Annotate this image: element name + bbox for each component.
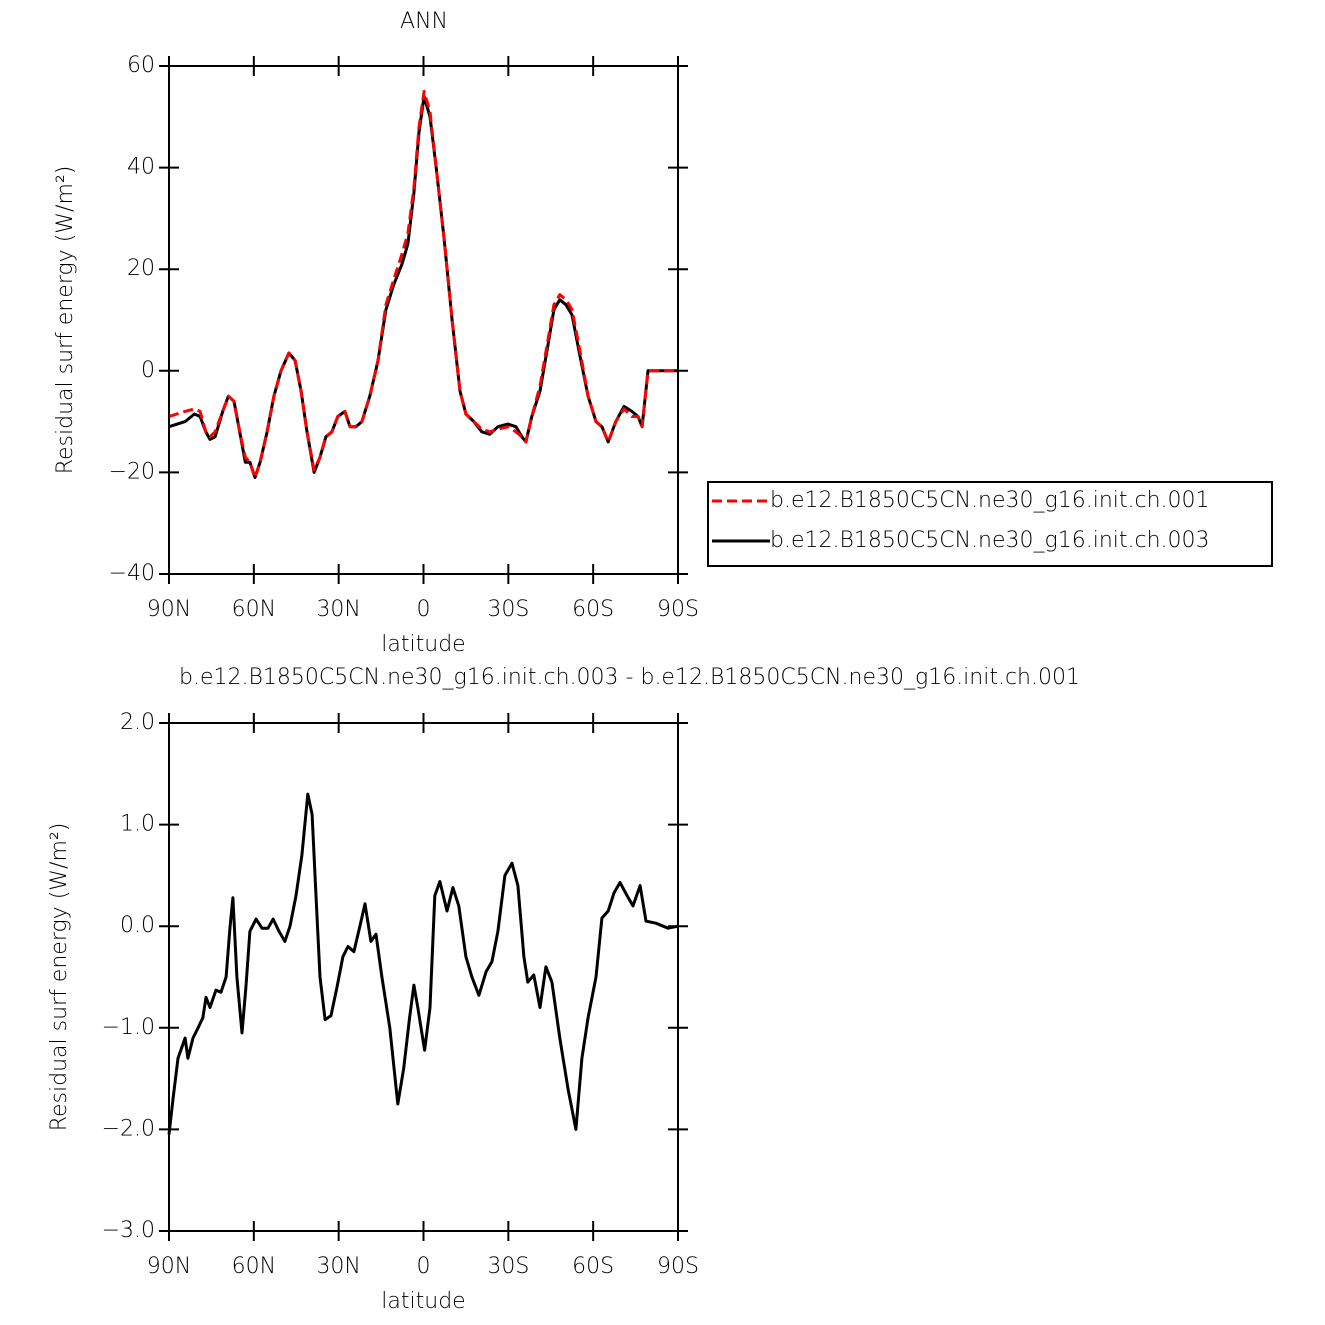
plot-frame [168,722,679,1232]
x-tick-label: 90N [147,1254,191,1279]
x-tick-label: 30N [316,597,360,622]
chart-title: ANN [400,9,448,34]
y-axis-label: Residual surf energy (W/m²) [47,823,72,1132]
x-axis-label: latitude [381,1289,465,1314]
legend-box [707,481,1273,567]
y-tick-label: 20 [127,256,155,281]
chart-title: b.e12.B1850C5CN.ne30_g16.init.ch.003 - b… [179,665,1080,690]
series-line [167,792,679,1135]
y-tick-label: −20 [109,459,155,484]
x-tick-label: 30N [316,1254,360,1279]
x-tick-label: 90S [657,1254,699,1279]
x-axis-label: latitude [381,632,465,657]
x-tick-label: 90N [147,597,191,622]
y-tick-label: −2.0 [102,1116,155,1141]
x-tick-label: 60N [232,1254,276,1279]
x-tick-label: 30S [487,597,529,622]
y-tick-label: 60 [127,53,155,78]
y-tick-label: 0.0 [120,913,155,938]
y-tick-label: 1.0 [120,812,155,837]
x-tick-label: 0 [417,597,431,622]
y-tick-label: 40 [127,155,155,180]
plot-frame [168,65,679,575]
x-tick-label: 60S [572,597,614,622]
series-line [168,95,678,479]
x-tick-label: 60N [232,597,276,622]
y-tick-label: −3.0 [102,1218,155,1243]
y-tick-label: 0 [141,358,155,383]
y-tick-label: 2.0 [120,710,155,735]
legend-label: b.e12.B1850C5CN.ne30_g16.init.ch.003 [770,528,1210,553]
y-tick-label: −40 [109,561,155,586]
y-tick-label: −1.0 [102,1015,155,1040]
x-tick-label: 60S [572,1254,614,1279]
x-tick-label: 30S [487,1254,529,1279]
y-axis-label: Residual surf energy (W/m²) [53,166,78,475]
x-tick-label: 0 [417,1254,431,1279]
x-tick-label: 90S [657,597,699,622]
legend-label: b.e12.B1850C5CN.ne30_g16.init.ch.001 [770,488,1210,513]
series-line [168,89,678,479]
